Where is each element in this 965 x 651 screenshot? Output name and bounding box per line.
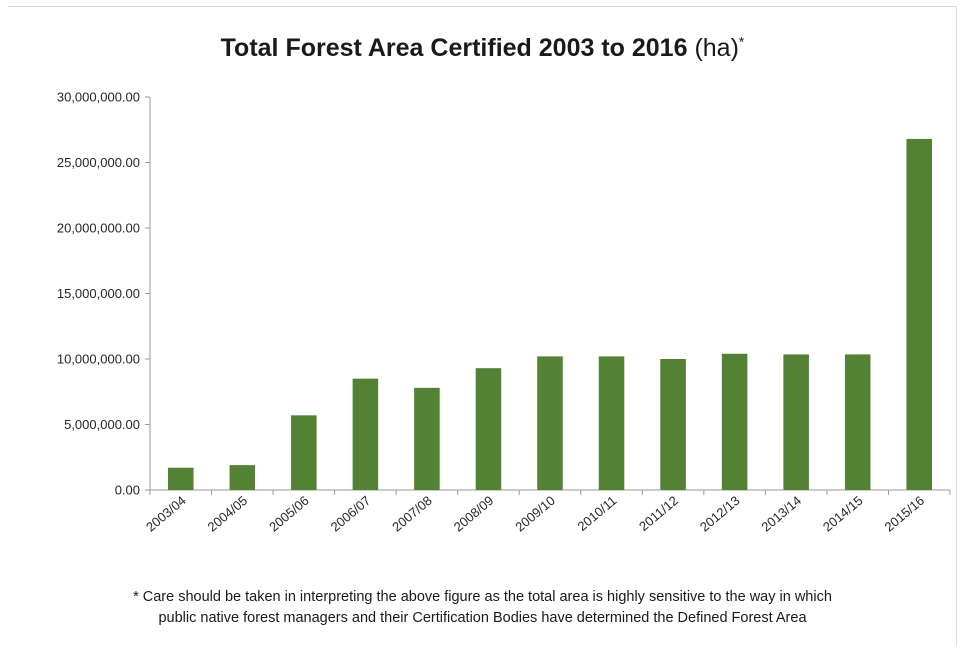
y-tick-label: 30,000,000.00: [57, 90, 140, 105]
chart-title-marker: *: [738, 33, 745, 50]
chart-frame: [8, 6, 957, 645]
x-tick-label: 2014/15: [820, 493, 866, 535]
bar: [844, 354, 871, 490]
bar: [352, 378, 379, 490]
x-tick-label: 2007/08: [389, 493, 435, 535]
bar: [168, 467, 194, 490]
y-tick-label: 15,000,000.00: [57, 286, 140, 301]
bar: [291, 415, 317, 490]
bar: [537, 356, 563, 490]
y-tick-label: 5,000,000.00: [64, 417, 140, 432]
y-tick-label: 10,000,000.00: [57, 352, 140, 367]
bar: [475, 368, 502, 490]
x-tick-label: 2003/04: [143, 493, 189, 535]
y-axis: 0.00 5,000,000.00 10,000,000.00 15,000,000.…: [57, 90, 151, 498]
bar: [660, 359, 686, 490]
y-tick-label: 0.00: [115, 483, 140, 498]
footnote-line-2: public native forest managers and their …: [158, 610, 807, 626]
chart-title-text: Total Forest Area Certified 2003 to 2016: [220, 34, 688, 62]
chart-title: Total Forest Area Certified 2003 to 2016…: [0, 34, 965, 63]
bar-series: [168, 138, 932, 491]
x-tick-label: 2013/14: [758, 493, 804, 535]
x-tick-label: 2010/11: [575, 493, 620, 534]
bar: [721, 353, 748, 490]
bar: [598, 356, 625, 490]
footnote-line-1: * Care should be taken in interpreting t…: [133, 589, 832, 605]
x-tick-label: 2009/10: [512, 493, 558, 535]
x-tick-label: 2005/06: [266, 493, 312, 535]
x-tick-label: 2006/07: [328, 493, 374, 535]
y-tick-label: 25,000,000.00: [57, 155, 140, 170]
x-tick-label: 2004/05: [205, 493, 251, 535]
bar: [906, 138, 932, 491]
bar: [783, 354, 809, 490]
footnote: * Care should be taken in interpreting t…: [30, 587, 935, 629]
x-tick-label: 2012/13: [697, 493, 743, 535]
y-tick-label: 20,000,000.00: [57, 221, 140, 236]
x-tick-label: 2008/09: [451, 493, 497, 535]
bar: [414, 387, 440, 490]
x-axis: 2003/04 2004/05 2005/06 2006/07 2007/08 2008/…: [143, 489, 951, 535]
bar: [229, 465, 256, 490]
chart-title-unit: (ha): [694, 34, 739, 62]
x-tick-label: 2011/12: [636, 493, 681, 534]
x-tick-label: 2015/16: [882, 493, 928, 535]
